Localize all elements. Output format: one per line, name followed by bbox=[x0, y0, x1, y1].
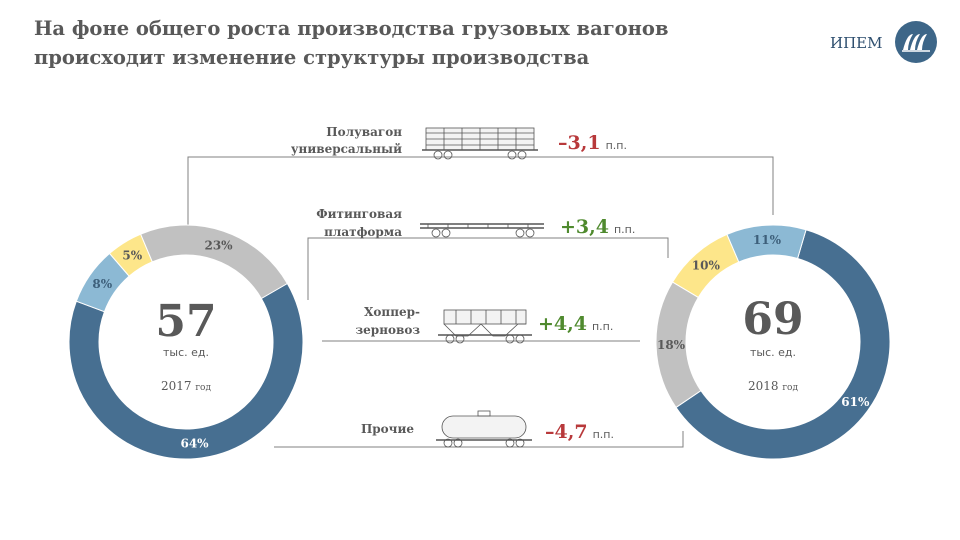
ipem-logo-icon bbox=[895, 21, 937, 63]
title-line-2: происходит изменение структуры производс… bbox=[34, 46, 590, 69]
segment-label-2018-gondola: 61% bbox=[841, 395, 870, 409]
delta-gondola: –3,1 п.п. bbox=[558, 132, 627, 154]
segment-2017-gondola bbox=[68, 282, 304, 460]
connector-gondola bbox=[187, 156, 774, 232]
segment-2018-other bbox=[655, 281, 702, 409]
delta-other-value: –4,7 bbox=[545, 421, 588, 443]
year-2018-suffix: год bbox=[782, 383, 798, 393]
segment-label-2017-platform: 8% bbox=[92, 277, 112, 291]
hopper-car-icon bbox=[438, 309, 532, 344]
delta-platform-value: +3,4 bbox=[560, 216, 609, 238]
segment-2018-gondola bbox=[675, 229, 891, 460]
page-title: На фоне общего роста производства грузов… bbox=[34, 14, 734, 72]
year-2017: 2017 год bbox=[161, 379, 212, 393]
year-2017-suffix: год bbox=[195, 383, 211, 393]
delta-hopper: +4,4 п.п. bbox=[538, 313, 613, 335]
segment-label-2018-platform: 11% bbox=[753, 233, 782, 247]
delta-hopper-unit: п.п. bbox=[592, 320, 613, 333]
segment-label-2017-hopper: 5% bbox=[122, 248, 142, 262]
total-2018: 69 bbox=[742, 294, 803, 345]
connector-other bbox=[274, 431, 684, 448]
total-2017: 57 bbox=[155, 296, 216, 347]
segment-label-2018-other: 18% bbox=[657, 338, 686, 352]
donut-2017: 64% 8% 5% 23% bbox=[68, 224, 304, 460]
tank-car-icon bbox=[436, 410, 532, 448]
category-label-platform-line-1: Фитинговая bbox=[316, 207, 402, 221]
title-line-1: На фоне общего роста производства грузов… bbox=[34, 17, 669, 40]
brand-name: ИПЕМ bbox=[830, 34, 883, 52]
segment-label-2017-other: 23% bbox=[204, 238, 233, 252]
category-label-hopper-line-2: зерновоз bbox=[356, 323, 421, 337]
gondola-car-icon bbox=[422, 127, 538, 160]
segment-label-2017-gondola: 64% bbox=[180, 437, 209, 451]
delta-gondola-value: –3,1 bbox=[558, 132, 601, 154]
category-label-gondola-line-2: универсальный bbox=[291, 142, 402, 156]
delta-hopper-value: +4,4 bbox=[538, 313, 587, 335]
segment-2017-other bbox=[140, 224, 289, 300]
delta-other-unit: п.п. bbox=[593, 428, 614, 441]
category-label-platform-line-2: платформа bbox=[324, 225, 402, 239]
category-label-gondola-line-1: Полувагон bbox=[326, 125, 402, 139]
category-label-hopper-line-1: Хоппер- bbox=[364, 305, 420, 319]
delta-platform: +3,4 п.п. bbox=[560, 216, 635, 238]
donut-2018: 61% 11% 10% 18% bbox=[655, 224, 891, 460]
delta-gondola-unit: п.п. bbox=[606, 139, 627, 152]
connector-lines bbox=[187, 156, 774, 448]
segment-label-2018-hopper: 10% bbox=[692, 258, 721, 272]
connector-platform bbox=[307, 237, 669, 300]
year-2018-value: 2018 bbox=[748, 379, 779, 393]
unit-2018: тыс. ед. bbox=[750, 346, 796, 359]
flat-platform-car-icon bbox=[420, 223, 544, 238]
delta-other: –4,7 п.п. bbox=[545, 421, 614, 443]
year-2017-value: 2017 bbox=[161, 379, 192, 393]
year-2018: 2018 год bbox=[748, 379, 799, 393]
category-label-other: Прочие bbox=[361, 422, 414, 436]
delta-platform-unit: п.п. bbox=[614, 223, 635, 236]
unit-2017: тыс. ед. bbox=[163, 346, 209, 359]
